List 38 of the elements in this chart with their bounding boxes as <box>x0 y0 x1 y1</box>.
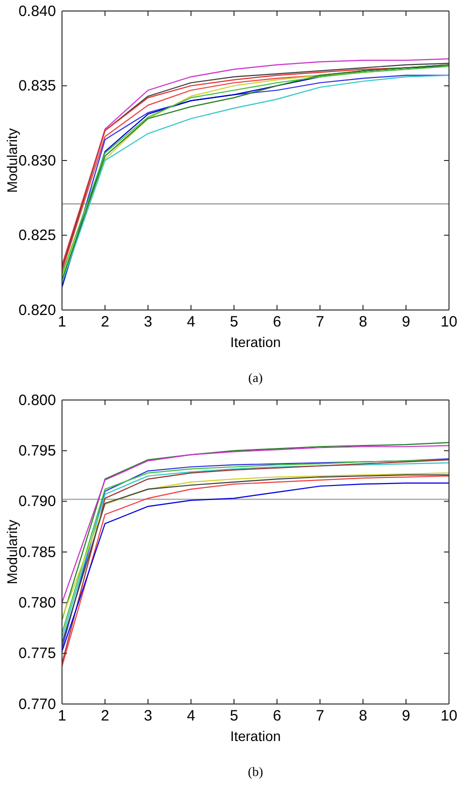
x-tick-label: 6 <box>272 314 282 331</box>
x-tick-label: 2 <box>100 314 110 331</box>
y-tick-label: 0.820 <box>18 302 56 319</box>
y-axis-title: Modularity <box>4 128 20 193</box>
x-tick-label: 10 <box>440 314 458 331</box>
y-tick-label: 0.830 <box>18 152 56 170</box>
x-tick-label: 6 <box>272 708 282 725</box>
x-tick-label: 5 <box>230 708 238 725</box>
x-tick-label: 9 <box>402 314 410 331</box>
text: (b) <box>248 764 264 779</box>
y-tick-label: 0.790 <box>18 493 56 510</box>
x-tick-label: 4 <box>186 708 196 725</box>
x-tick-label: 9 <box>402 708 410 725</box>
text: (a) <box>248 370 263 385</box>
y-axis-title: Modularity <box>4 520 20 584</box>
x-tick-label: 2 <box>100 708 110 725</box>
x-tick-label: 7 <box>316 708 324 725</box>
y-tick-label: 0.835 <box>18 78 56 95</box>
y-tick-label: 0.795 <box>18 442 56 460</box>
y-tick-label: 0.775 <box>18 645 56 662</box>
x-tick-label: 7 <box>316 314 324 331</box>
x-axis-title: Iteration <box>230 728 281 744</box>
x-tick-label: 8 <box>358 708 368 725</box>
y-tick-label: 0.785 <box>18 544 56 561</box>
x-tick-label: 1 <box>58 708 66 725</box>
x-tick-label: 8 <box>358 314 368 331</box>
x-tick-label: 1 <box>58 314 66 331</box>
x-tick-label: 10 <box>440 708 458 725</box>
y-tick-label: 0.780 <box>18 594 56 612</box>
x-tick-label: 4 <box>186 314 196 331</box>
x-tick-label: 5 <box>230 314 238 331</box>
y-tick-label: 0.840 <box>18 2 56 20</box>
x-tick-label: 3 <box>144 708 152 725</box>
y-tick-label: 0.770 <box>18 696 56 713</box>
x-tick-label: 3 <box>144 314 152 331</box>
y-tick-label: 0.825 <box>18 227 56 244</box>
x-axis-title: Iteration <box>230 334 281 350</box>
y-tick-label: 0.800 <box>18 392 56 409</box>
